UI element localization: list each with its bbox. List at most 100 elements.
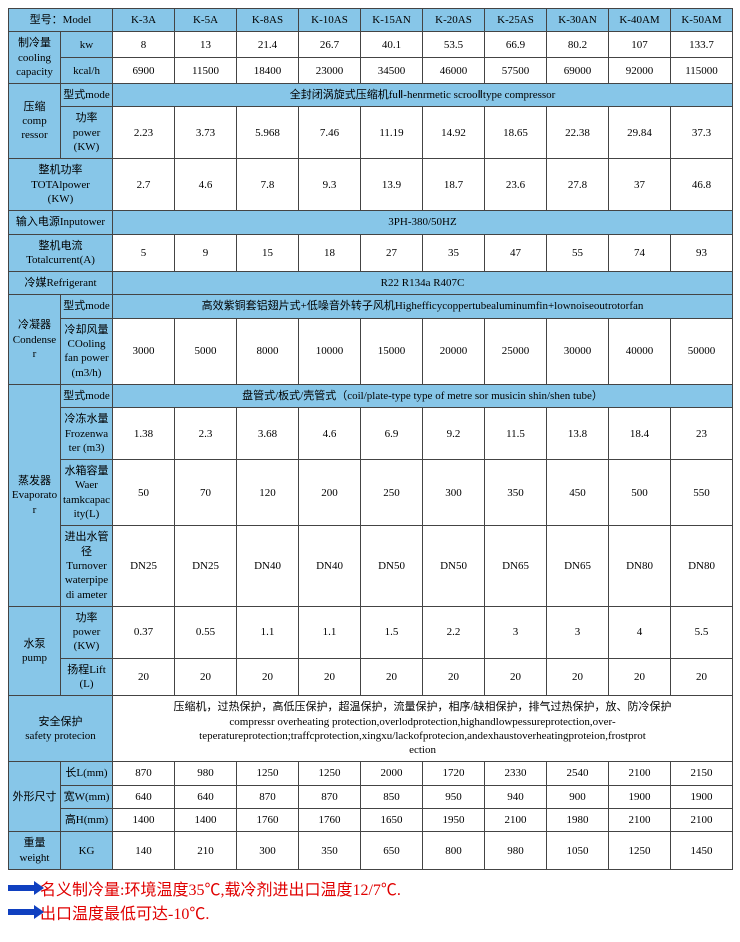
tank-capacity-2: 120 bbox=[237, 460, 299, 526]
total-current-0: 5 bbox=[113, 234, 175, 272]
length-8: 2100 bbox=[609, 762, 671, 785]
tank-capacity-4: 250 bbox=[361, 460, 423, 526]
lift-0: 20 bbox=[113, 658, 175, 696]
height-3: 1760 bbox=[299, 809, 361, 832]
cooling-fan-6: 25000 bbox=[485, 318, 547, 384]
pipe-diameter-0: DN25 bbox=[113, 526, 175, 606]
total-power-4: 13.9 bbox=[361, 159, 423, 211]
pump-power-5: 2.2 bbox=[423, 606, 485, 658]
tank-capacity-label: 水箱容量 Waer tamkcapac ity(L) bbox=[61, 460, 113, 526]
footer-line-2: 出口温度最低可达-10℃. bbox=[40, 900, 209, 924]
width-label: 宽W(mm) bbox=[61, 785, 113, 808]
height-6: 2100 bbox=[485, 809, 547, 832]
pump-power-1: 0.55 bbox=[175, 606, 237, 658]
comp-power-6: 18.65 bbox=[485, 107, 547, 159]
length-3: 1250 bbox=[299, 762, 361, 785]
weight-7: 1050 bbox=[547, 832, 609, 870]
weight-9: 1450 bbox=[671, 832, 733, 870]
evap-type-label: 型式mode bbox=[61, 384, 113, 407]
kw-7: 80.2 bbox=[547, 32, 609, 58]
length-7: 2540 bbox=[547, 762, 609, 785]
pump-power-4: 1.5 bbox=[361, 606, 423, 658]
width-0: 640 bbox=[113, 785, 175, 808]
kw-2: 21.4 bbox=[237, 32, 299, 58]
weight-4: 650 bbox=[361, 832, 423, 870]
total-power-0: 2.7 bbox=[113, 159, 175, 211]
cooling-fan-7: 30000 bbox=[547, 318, 609, 384]
cooling-fan-label: 冷却风量 COoling fan power (m3/h) bbox=[61, 318, 113, 384]
total-current-5: 35 bbox=[423, 234, 485, 272]
kw-3: 26.7 bbox=[299, 32, 361, 58]
cond-type-val: 高效紫铜套铝翅片式+低噪音外转子风机Highefficycoppertubeal… bbox=[113, 295, 733, 318]
refrigerant-val: R22 R134a R407C bbox=[113, 272, 733, 295]
comp-power-0: 2.23 bbox=[113, 107, 175, 159]
total-power-6: 23.6 bbox=[485, 159, 547, 211]
tank-capacity-1: 70 bbox=[175, 460, 237, 526]
width-8: 1900 bbox=[609, 785, 671, 808]
kw-label: kw bbox=[61, 32, 113, 58]
total-power-9: 46.8 bbox=[671, 159, 733, 211]
height-8: 2100 bbox=[609, 809, 671, 832]
input-power-label: 输入电源Inputower bbox=[9, 211, 113, 234]
width-3: 870 bbox=[299, 785, 361, 808]
model-5: K-20AS bbox=[423, 9, 485, 32]
total-current-7: 55 bbox=[547, 234, 609, 272]
frozen-water-7: 13.8 bbox=[547, 408, 609, 460]
model-label: 型号：Model bbox=[9, 9, 113, 32]
pump-label: 水泵 pump bbox=[9, 606, 61, 695]
tank-capacity-5: 300 bbox=[423, 460, 485, 526]
lift-4: 20 bbox=[361, 658, 423, 696]
kcal-8: 92000 bbox=[609, 58, 671, 84]
total-power-1: 4.6 bbox=[175, 159, 237, 211]
lift-7: 20 bbox=[547, 658, 609, 696]
height-9: 2100 bbox=[671, 809, 733, 832]
kcal-3: 23000 bbox=[299, 58, 361, 84]
frozen-water-0: 1.38 bbox=[113, 408, 175, 460]
evap-type-val: 盘管式/板式/壳管式（coil/plate-type type of metre… bbox=[113, 384, 733, 407]
total-power-3: 9.3 bbox=[299, 159, 361, 211]
kw-0: 8 bbox=[113, 32, 175, 58]
height-2: 1760 bbox=[237, 809, 299, 832]
frozen-water-2: 3.68 bbox=[237, 408, 299, 460]
model-2: K-8AS bbox=[237, 9, 299, 32]
frozen-water-8: 18.4 bbox=[609, 408, 671, 460]
cooling-fan-3: 10000 bbox=[299, 318, 361, 384]
height-label: 高H(mm) bbox=[61, 809, 113, 832]
model-8: K-40AM bbox=[609, 9, 671, 32]
footer-line-1: 名义制冷量:环境温度35℃,载冷剂进出口温度12/7℃. bbox=[40, 876, 401, 900]
cooling-fan-5: 20000 bbox=[423, 318, 485, 384]
height-5: 1950 bbox=[423, 809, 485, 832]
comp-power-4: 11.19 bbox=[361, 107, 423, 159]
width-9: 1900 bbox=[671, 785, 733, 808]
comp-power-1: 3.73 bbox=[175, 107, 237, 159]
kcal-0: 6900 bbox=[113, 58, 175, 84]
weight-6: 980 bbox=[485, 832, 547, 870]
pipe-diameter-2: DN40 bbox=[237, 526, 299, 606]
pump-power-label: 功率power (KW) bbox=[61, 606, 113, 658]
kcal-9: 115000 bbox=[671, 58, 733, 84]
model-9: K-50AM bbox=[671, 9, 733, 32]
total-power-8: 37 bbox=[609, 159, 671, 211]
cooling-fan-2: 8000 bbox=[237, 318, 299, 384]
kw-5: 53.5 bbox=[423, 32, 485, 58]
comp-power-7: 22.38 bbox=[547, 107, 609, 159]
comp-type-label: 型式mode bbox=[61, 84, 113, 107]
length-6: 2330 bbox=[485, 762, 547, 785]
tank-capacity-0: 50 bbox=[113, 460, 175, 526]
total-current-label: 整机电流 Totalcurrent(A) bbox=[9, 234, 113, 272]
cooling-fan-8: 40000 bbox=[609, 318, 671, 384]
lift-9: 20 bbox=[671, 658, 733, 696]
cooling-fan-0: 3000 bbox=[113, 318, 175, 384]
kw-9: 133.7 bbox=[671, 32, 733, 58]
height-7: 1980 bbox=[547, 809, 609, 832]
kcal-2: 18400 bbox=[237, 58, 299, 84]
kcal-4: 34500 bbox=[361, 58, 423, 84]
tank-capacity-3: 200 bbox=[299, 460, 361, 526]
weight-3: 350 bbox=[299, 832, 361, 870]
arrow-icon bbox=[8, 885, 36, 891]
kw-6: 66.9 bbox=[485, 32, 547, 58]
width-6: 940 bbox=[485, 785, 547, 808]
dimensions-label: 外形尺寸 bbox=[9, 762, 61, 832]
comp-power-3: 7.46 bbox=[299, 107, 361, 159]
cooling-fan-1: 5000 bbox=[175, 318, 237, 384]
